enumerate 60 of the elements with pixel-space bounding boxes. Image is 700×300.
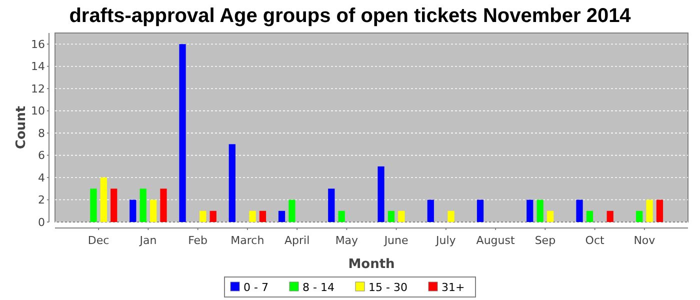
x-tick-label: Oct: [585, 234, 605, 247]
bar: [228, 144, 236, 222]
bar: [586, 210, 594, 222]
x-tick-label: Feb: [188, 234, 208, 247]
bar: [388, 210, 395, 222]
bar: [130, 200, 136, 222]
x-tick-label: Dec: [88, 234, 110, 247]
bar: [110, 188, 118, 222]
bar: [160, 188, 167, 222]
bar: [200, 210, 206, 222]
bar: [210, 210, 216, 222]
bar: [448, 210, 454, 222]
bar: [546, 210, 554, 222]
x-tick-label: August: [476, 234, 516, 247]
bar: [536, 200, 544, 222]
bar: [288, 200, 296, 222]
y-tick-label: 8: [38, 126, 45, 140]
bar: [338, 210, 345, 222]
bar: [140, 188, 146, 222]
legend-label: 0 - 7: [244, 281, 268, 294]
y-tick-label: 14: [31, 60, 45, 74]
y-tick-label: 4: [38, 171, 45, 184]
x-tick-label: Sep: [534, 234, 556, 247]
y-axis-title: Count: [14, 106, 29, 150]
bar: [656, 200, 664, 222]
x-tick-label: May: [335, 234, 359, 247]
bar: [576, 200, 583, 222]
y-tick-label: 2: [38, 194, 45, 207]
bar: [328, 188, 335, 222]
y-tick-label: 12: [31, 82, 45, 96]
legend-label: 31+: [442, 281, 465, 294]
x-tick-label: Jan: [138, 234, 157, 247]
bar: [100, 178, 107, 222]
x-tick-label: April: [284, 234, 310, 247]
bar: [606, 210, 614, 222]
bar: [259, 210, 266, 222]
x-tick-label: July: [435, 234, 456, 247]
y-tick-label: 6: [38, 149, 45, 162]
y-tick-label: 0: [38, 216, 45, 229]
bar: [526, 200, 534, 222]
x-tick-label: March: [230, 234, 264, 247]
bar: [636, 210, 643, 222]
bar: [427, 200, 434, 222]
bar: [90, 188, 97, 222]
bar: [378, 166, 384, 222]
bar: [249, 210, 256, 222]
x-tick-label: Nov: [634, 234, 656, 247]
chart-title: drafts-approval Age groups of open tickets November 2014: [69, 5, 632, 27]
bar: [150, 200, 157, 222]
legend-label: 15 - 30: [368, 281, 408, 294]
bar: [179, 44, 186, 222]
x-tick-label: June: [383, 234, 409, 247]
y-tick-label: 10: [31, 104, 45, 118]
x-axis-title: Month: [348, 257, 395, 272]
y-tick-label: 16: [31, 38, 45, 51]
bar: [476, 200, 484, 222]
bar: [646, 200, 653, 222]
bar: [278, 210, 286, 222]
legend-label: 8 - 14: [302, 281, 334, 294]
bar: [398, 210, 405, 222]
